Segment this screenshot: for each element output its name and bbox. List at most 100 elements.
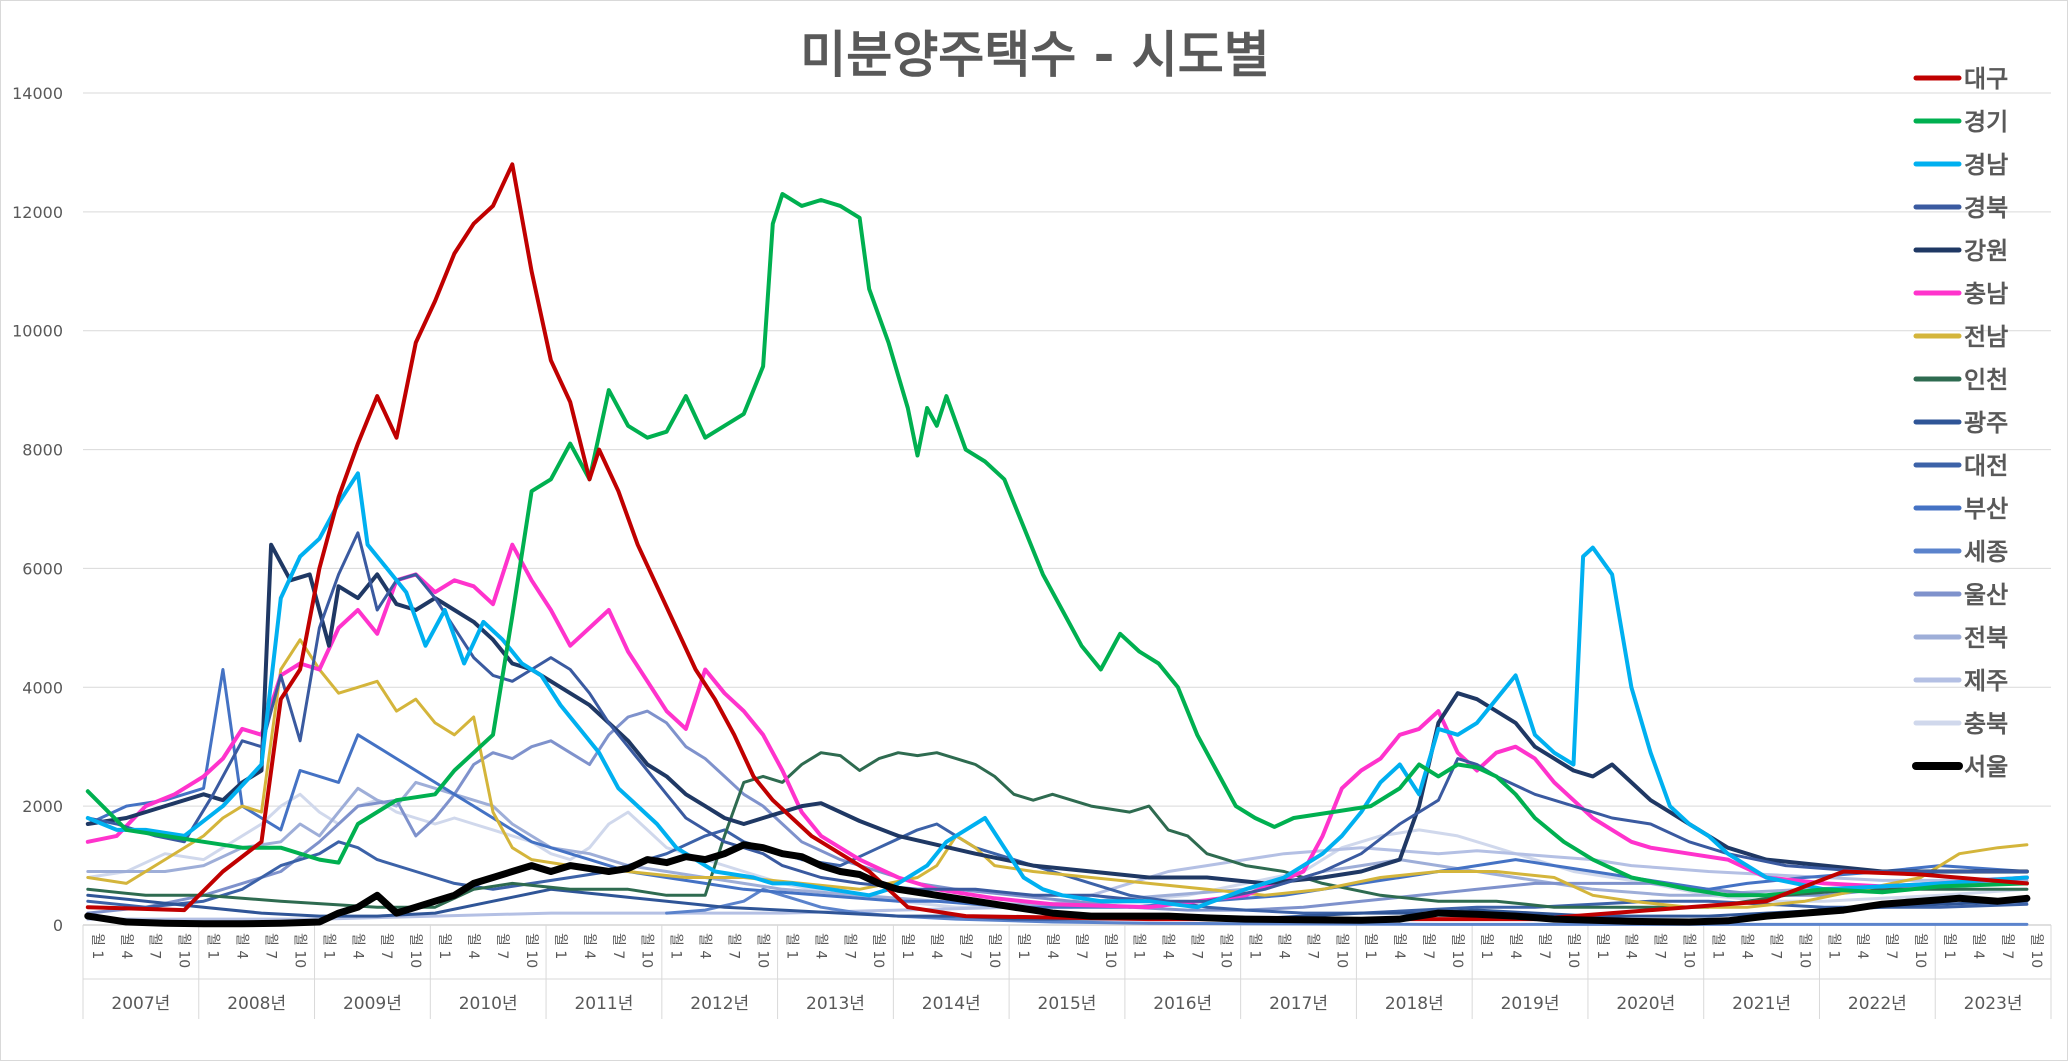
month-tick-label: 월 10 — [754, 933, 770, 968]
year-label: 2019년 — [1501, 994, 1560, 1014]
month-tick-label: 월 4 — [1044, 933, 1060, 959]
legend-label-인천: 인천 — [1964, 366, 2008, 394]
month-tick-label: 월 4 — [928, 933, 944, 959]
month-tick-label: 월 1 — [1825, 933, 1841, 959]
month-tick-label: 월 10 — [1218, 933, 1234, 968]
month-tick-label: 월 7 — [378, 933, 394, 959]
month-tick-label: 월 1 — [1710, 933, 1726, 959]
legend-label-울산: 울산 — [1964, 581, 2008, 609]
legend-label-충남: 충남 — [1964, 280, 2008, 308]
legend-label-전남: 전남 — [1964, 323, 2008, 351]
month-tick-label: 월 10 — [1565, 933, 1581, 968]
month-tick-label: 월 4 — [581, 933, 597, 959]
series-line-강원 — [85, 542, 2029, 886]
year-label: 2023년 — [1964, 994, 2023, 1014]
month-tick-label: 월 4 — [1738, 933, 1754, 959]
legend-label-서울: 서울 — [1964, 753, 2008, 781]
month-tick-label: 월 7 — [726, 933, 742, 959]
month-tick-label: 월 7 — [1073, 933, 1089, 959]
month-tick-label: 월 1 — [1246, 933, 1262, 959]
year-label: 2013년 — [806, 994, 865, 1014]
month-tick-label: 월 10 — [639, 933, 655, 968]
legend-label-충북: 충북 — [1964, 710, 2008, 738]
month-tick-label: 월 10 — [2028, 933, 2044, 968]
x-axis: 2007년 월 1 월 4 월 7 월 10 2008년 월 1 월 4 월 7 월 10 2009… — [82, 925, 2052, 1019]
month-tick-label: 월 4 — [1391, 933, 1407, 959]
y-tick-label: 8000 — [22, 441, 63, 460]
month-tick-label: 월 10 — [523, 933, 539, 968]
month-tick-label: 월 1 — [899, 933, 915, 959]
legend-label-제주: 제주 — [1964, 667, 2008, 695]
year-label: 2021년 — [1732, 994, 1791, 1014]
month-tick-label: 월 1 — [783, 933, 799, 959]
month-tick-label: 월 7 — [1999, 933, 2015, 959]
month-tick-label: 월 1 — [205, 933, 221, 959]
month-tick-label: 월 4 — [1507, 933, 1523, 959]
year-label: 2015년 — [1038, 994, 1097, 1014]
legend-label-부산: 부산 — [1964, 495, 2008, 523]
month-tick-label: 월 4 — [234, 933, 250, 959]
series-line-부산 — [86, 668, 2029, 909]
month-tick-label: 월 7 — [1883, 933, 1899, 959]
month-tick-label: 월 10 — [1449, 933, 1465, 968]
month-tick-label: 월 7 — [1767, 933, 1783, 959]
month-tick-label: 월 10 — [1681, 933, 1697, 968]
month-tick-label: 월 7 — [610, 933, 626, 959]
month-tick-label: 월 4 — [697, 933, 713, 959]
month-tick-label: 월 10 — [291, 933, 307, 968]
legend-label-전북: 전북 — [1964, 624, 2008, 652]
year-label: 2018년 — [1385, 994, 1444, 1014]
legend-label-강원: 강원 — [1964, 237, 2008, 265]
y-tick-label: 0 — [53, 916, 63, 935]
legend-label-세종: 세종 — [1964, 538, 2008, 566]
month-tick-label: 월 10 — [1333, 933, 1349, 968]
month-tick-label: 월 7 — [262, 933, 278, 959]
month-tick-label: 월 4 — [349, 933, 365, 959]
y-tick-label: 10000 — [12, 322, 63, 341]
y-tick-label: 2000 — [22, 797, 63, 816]
series-line-대전 — [86, 822, 2029, 915]
series-line-서울 — [84, 841, 2031, 928]
series-line-경남 — [85, 471, 2029, 910]
series-line-대구 — [85, 162, 2029, 922]
legend-label-경기: 경기 — [1964, 108, 2008, 136]
month-tick-label: 월 7 — [1189, 933, 1205, 959]
gridlines — [83, 92, 2051, 926]
series-line-울산 — [86, 709, 2029, 915]
y-tick-label: 12000 — [12, 203, 63, 222]
month-tick-label: 월 7 — [494, 933, 510, 959]
year-label: 2008년 — [227, 994, 286, 1014]
year-label: 2010년 — [459, 994, 518, 1014]
chart-title: 미분양주택수 - 시도별 — [800, 26, 1270, 84]
year-label: 2016년 — [1153, 994, 1212, 1014]
month-tick-label: 월 10 — [870, 933, 886, 968]
month-tick-label: 월 4 — [812, 933, 828, 959]
month-tick-label: 월 4 — [1275, 933, 1291, 959]
series-line-경기 — [85, 192, 2029, 898]
month-tick-label: 월 4 — [1970, 933, 1986, 959]
year-label: 2014년 — [922, 994, 981, 1014]
year-label: 2009년 — [343, 994, 402, 1014]
month-tick-label: 월 4 — [118, 933, 134, 959]
y-tick-label: 6000 — [22, 559, 63, 578]
month-tick-label: 월 1 — [1131, 933, 1147, 959]
month-tick-label: 월 10 — [176, 933, 192, 968]
month-tick-label: 월 7 — [1420, 933, 1436, 959]
y-tick-label: 4000 — [22, 678, 63, 697]
year-label: 2011년 — [574, 994, 633, 1014]
month-tick-label: 월 7 — [147, 933, 163, 959]
year-label: 2012년 — [690, 994, 749, 1014]
month-tick-label: 월 1 — [1015, 933, 1031, 959]
month-tick-label: 월 10 — [986, 933, 1002, 968]
month-tick-label: 월 10 — [407, 933, 423, 968]
month-tick-label: 월 1 — [1362, 933, 1378, 959]
legend-label-광주: 광주 — [1964, 409, 2008, 437]
legend-label-경남: 경남 — [1964, 151, 2008, 179]
month-tick-label: 월 1 — [1941, 933, 1957, 959]
year-label: 2022년 — [1848, 994, 1907, 1014]
month-tick-label: 월 1 — [1478, 933, 1494, 959]
series-line-인천 — [86, 751, 2029, 909]
month-tick-label: 월 10 — [1796, 933, 1812, 968]
